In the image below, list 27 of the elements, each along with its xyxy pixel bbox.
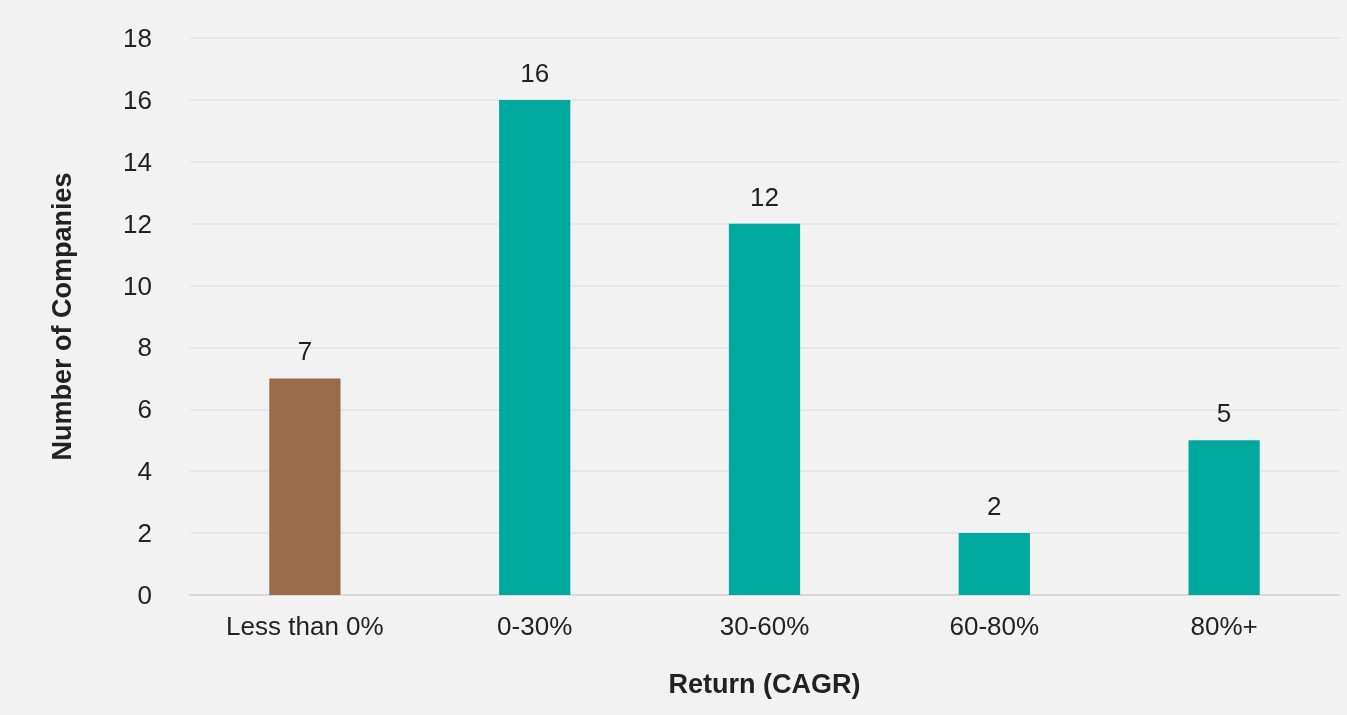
x-tick-label: 80%+ [1190, 611, 1258, 641]
x-tick-label: 60-80% [949, 611, 1040, 641]
data-label: 7 [297, 336, 313, 367]
bar [728, 223, 801, 595]
y-tick-label: 14 [123, 146, 152, 177]
y-tick-label: 10 [123, 270, 152, 301]
y-tick-label: 6 [137, 394, 152, 425]
x-tick-label: Less than 0% [226, 611, 384, 641]
x-axis-title: Return (CAGR) [668, 668, 861, 699]
data-label: 5 [1216, 398, 1232, 429]
data-label: 16 [520, 57, 550, 88]
y-tick-label: 16 [123, 84, 152, 115]
bar [958, 533, 1030, 595]
y-tick-label: 12 [123, 208, 152, 239]
bar [269, 378, 341, 595]
y-tick-label: 4 [137, 456, 152, 487]
y-tick-label: 18 [123, 23, 152, 53]
data-label: 2 [987, 491, 1002, 522]
x-tick-label: 30-60% [719, 611, 810, 641]
data-label: 12 [750, 181, 779, 212]
y-tick-label: 0 [137, 580, 152, 610]
y-tick-label: 2 [137, 518, 152, 549]
bar [499, 99, 571, 595]
bar [1188, 440, 1260, 595]
x-tick-label: 0-30% [497, 611, 573, 641]
y-axis-title: Number of Companies [46, 172, 77, 461]
y-tick-label: 8 [137, 332, 152, 363]
